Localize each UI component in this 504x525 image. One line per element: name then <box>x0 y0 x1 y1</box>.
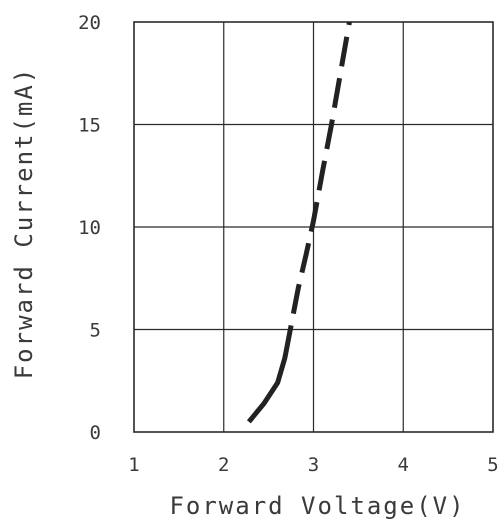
y-tick-label: 20 <box>78 12 101 34</box>
y-tick-label: 0 <box>90 422 101 444</box>
x-tick-label: 4 <box>398 454 409 476</box>
y-axis-ticks: 0 5 10 15 20 <box>78 12 101 444</box>
x-tick-label: 2 <box>218 454 229 476</box>
y-tick-label: 5 <box>90 320 101 342</box>
x-tick-label: 5 <box>487 454 498 476</box>
iv-curve-series <box>246 21 352 424</box>
x-axis-label: Forward Voltage(V) <box>169 492 465 520</box>
x-axis-ticks: 1 2 3 4 5 <box>128 454 498 476</box>
x-tick-label: 1 <box>128 454 139 476</box>
y-tick-label: 15 <box>78 115 101 137</box>
y-tick-label: 10 <box>78 217 101 239</box>
plot-frame <box>133 21 494 433</box>
x-tick-label: 3 <box>308 454 319 476</box>
y-axis-label: Forward Current(mA) <box>10 67 38 380</box>
